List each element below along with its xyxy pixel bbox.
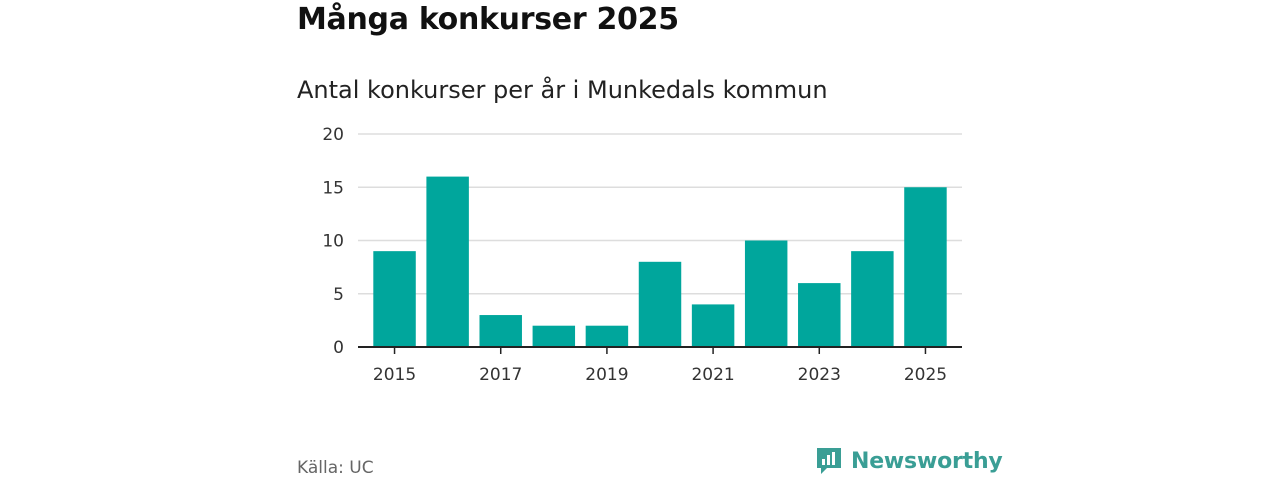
bar-2017 (479, 315, 522, 347)
bar-2023 (798, 283, 841, 347)
bar-2022 (744, 240, 788, 347)
bar-2016 (426, 176, 469, 347)
source-label: Källa: UC (297, 458, 374, 478)
chart-subtitle: Antal konkurser per år i Munkedals kommu… (297, 76, 828, 104)
x-tick-label: 2021 (691, 365, 734, 385)
y-tick-label: 20 (322, 125, 344, 145)
chart-title: Många konkurser 2025 (297, 2, 679, 37)
x-tick-label: 2015 (373, 365, 416, 385)
bar-2015 (373, 251, 416, 347)
x-tick-label: 2019 (585, 365, 628, 385)
bar-2021 (691, 304, 735, 347)
y-tick-label: 5 (333, 285, 344, 305)
x-tick-label: 2023 (798, 365, 841, 385)
x-tick-label: 2025 (904, 365, 947, 385)
y-tick-label: 15 (322, 178, 344, 198)
bar-2024 (851, 251, 894, 347)
bars (373, 176, 947, 347)
bar-2019 (585, 325, 629, 347)
y-tick-label: 10 (322, 232, 344, 252)
bar-2025 (904, 187, 947, 347)
x-tick-label: 2017 (479, 365, 522, 385)
y-axis-ticks: 0 5 10 15 20 (322, 125, 344, 358)
brand-name: Newsworthy (851, 448, 1003, 474)
brand-logo[interactable]: Newsworthy (815, 446, 1003, 476)
x-axis: 2015 2017 2019 2021 2023 2025 (358, 346, 962, 385)
newsworthy-logo-icon (817, 448, 841, 474)
y-tick-label: 0 (333, 338, 344, 358)
bar-2020 (638, 261, 682, 347)
bar-2018 (532, 325, 576, 347)
